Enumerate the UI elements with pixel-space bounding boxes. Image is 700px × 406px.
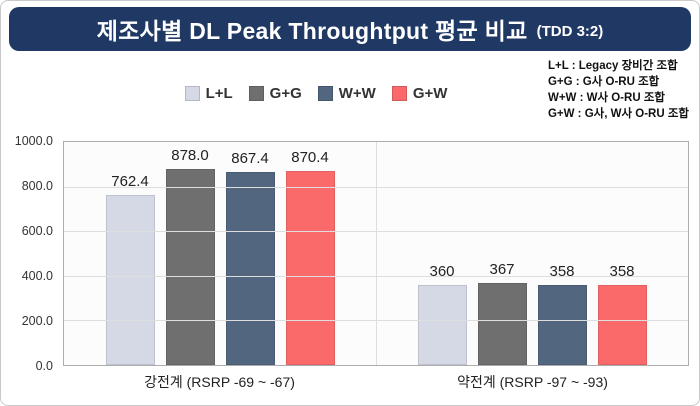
bar: 867.4 (225, 150, 275, 365)
y-axis-tick: 200.0 (21, 314, 53, 328)
note-line: W+W : W사 O-RU 조합 (547, 92, 665, 105)
legend-label: G+W (412, 85, 448, 102)
bar-value-label: 360 (429, 262, 455, 280)
bar: 870.4 (285, 149, 335, 365)
plot-area: 762.4 878.0 867.4 870.4 360 367 358 358 (63, 141, 689, 366)
bar-value-label: 358 (549, 263, 575, 281)
bar-value-label: 762.4 (111, 173, 149, 190)
legend-label: L+L (205, 85, 233, 102)
legend-swatch (391, 86, 407, 101)
bar-value-label: 367 (489, 261, 515, 279)
page-title: 제조사별 DL Peak Throughtput 평균 비교 (96, 18, 528, 44)
y-axis: 1000.0 800.0 600.0 400.0 200.0 0.0 (1, 134, 57, 373)
x-axis-category-labels: 강전계 (RSRP -69 ~ -67) 약전계 (RSRP -97 ~ -93) (63, 372, 689, 392)
legend-label: W+W (338, 85, 376, 102)
bar-value-label: 358 (609, 263, 635, 281)
legend-item: L+L (184, 85, 233, 102)
y-axis-tick: 400.0 (21, 269, 53, 283)
bar-value-label: 870.4 (291, 148, 329, 166)
category-label: 강전계 (RSRP -69 ~ -67) (144, 374, 295, 390)
category-label: 약전계 (RSRP -97 ~ -93) (457, 374, 608, 390)
page-title-suffix: (TDD 3:2) (536, 23, 604, 40)
title-banner: 제조사별 DL Peak Throughtput 평균 비교 (TDD 3:2) (9, 7, 691, 51)
legend-notes: L+L : Legacy 장비간 조합 G+G : G사 O-RU 조합 W+W :… (548, 58, 689, 122)
legend-item: W+W (317, 85, 376, 102)
note-line: G+W : G사, W사 O-RU 조합 (547, 108, 689, 121)
bar: 358 (597, 263, 647, 365)
legend-item: G+W (391, 85, 448, 102)
bar-group: 360 367 358 358 (376, 142, 688, 365)
bar-value-label: 878.0 (171, 147, 209, 165)
bar-group: 762.4 878.0 867.4 870.4 (64, 142, 376, 365)
legend-item: G+G (248, 85, 302, 102)
bar-value-label: 867.4 (231, 149, 269, 167)
bar: 367 (477, 261, 527, 365)
chart-legend: L+L G+G W+W G+W (184, 85, 448, 102)
y-axis-tick: 1000.0 (14, 134, 53, 148)
legend-label: G+G (269, 85, 302, 102)
bar-groups: 762.4 878.0 867.4 870.4 360 367 358 358 (64, 142, 688, 365)
legend-swatch (248, 86, 264, 101)
y-axis-tick: 0.0 (35, 359, 53, 373)
note-line: G+G : G사 O-RU 조합 (547, 76, 660, 89)
legend-swatch (184, 86, 200, 101)
bar: 358 (537, 263, 587, 365)
bar: 878.0 (165, 147, 215, 365)
legend-swatch (317, 86, 333, 101)
note-line: L+L : Legacy 장비간 조합 (547, 60, 678, 72)
bar: 762.4 (105, 173, 155, 365)
y-axis-tick: 800.0 (21, 179, 53, 193)
y-axis-tick: 600.0 (21, 224, 53, 238)
category-divider (376, 142, 377, 365)
bar: 360 (417, 263, 467, 365)
